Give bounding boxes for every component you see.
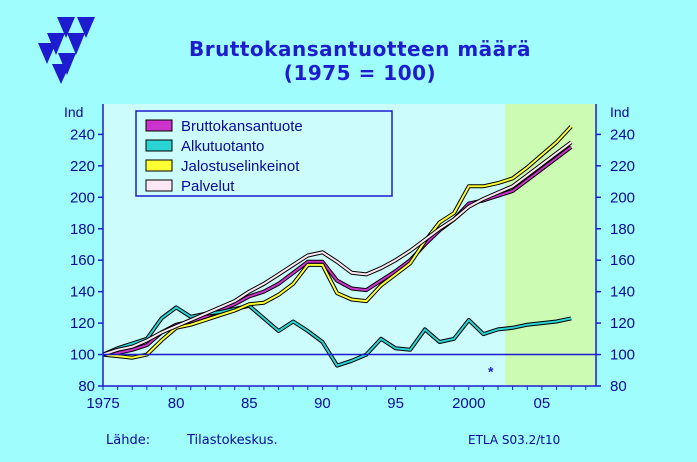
- chart-title: Bruttokansantuotteen määrä: [188, 37, 532, 61]
- y-tick-label-left: 240: [70, 126, 95, 143]
- x-tick-label: 05: [534, 395, 551, 412]
- legend-swatch: [145, 159, 173, 172]
- y-tick-label-right: 80: [610, 378, 627, 395]
- source-label: Lähde:: [106, 433, 151, 448]
- y-tick-label-right: 140: [610, 284, 635, 301]
- y-tick-label-left: 100: [70, 347, 95, 364]
- y-tick-label-right: 160: [610, 252, 635, 269]
- forecast-marker: *: [488, 364, 494, 380]
- series-line-4: [102, 141, 572, 356]
- y-tick-label-left: 180: [70, 221, 95, 238]
- legend-label: Bruttokansantuote: [181, 118, 303, 135]
- y-axis-label-left: Ind: [64, 104, 83, 120]
- x-tick-label: 90: [314, 395, 331, 412]
- y-tick-label-right: 200: [610, 189, 635, 206]
- y-tick-label-right: 240: [610, 126, 635, 143]
- x-tick-label: 85: [241, 395, 258, 412]
- source-value: Tilastokeskus.: [187, 433, 278, 448]
- legend-label: Alkutuotanto: [181, 138, 264, 155]
- x-tick-label: 2000: [452, 395, 485, 412]
- y-tick-label-right: 120: [610, 315, 635, 332]
- x-tick-label: 95: [387, 395, 404, 412]
- y-tick-label-right: 220: [610, 158, 635, 175]
- series-line-2: [102, 304, 572, 367]
- axis-ticks: 80 80 100 100 120 120 140 140 160 160 180 180 200 200…: [70, 126, 635, 412]
- series-lines: [102, 125, 573, 368]
- legend-label: Jalostuselinkeinot: [181, 158, 300, 175]
- series-line-3: [102, 125, 572, 359]
- y-tick-label-left: 80: [78, 378, 95, 395]
- y-tick-label-left: 200: [70, 189, 95, 206]
- etla-logo: [38, 17, 95, 84]
- legend: Bruttokansantuote Alkutuotanto Jalostuseli…: [135, 110, 393, 197]
- forecast-shade: [505, 104, 596, 386]
- legend-swatch: [145, 179, 173, 192]
- y-tick-label-left: 120: [70, 315, 95, 332]
- legend-label: Palvelut: [181, 178, 235, 195]
- x-tick-label: 80: [168, 395, 185, 412]
- legend-swatch: [145, 139, 173, 152]
- y-tick-label-right: 100: [610, 347, 635, 364]
- credit: ETLA S03.2/t10: [468, 433, 561, 447]
- y-tick-label-left: 160: [70, 252, 95, 269]
- legend-swatch: [145, 119, 173, 132]
- chart-subtitle: (1975 = 100): [283, 61, 437, 85]
- y-tick-label-left: 140: [70, 284, 95, 301]
- x-tick-label: 1975: [86, 395, 119, 412]
- legend-box: [135, 110, 393, 197]
- y-tick-label-left: 220: [70, 158, 95, 175]
- y-tick-label-right: 180: [610, 221, 635, 238]
- y-axis-label-right: Ind: [610, 104, 629, 120]
